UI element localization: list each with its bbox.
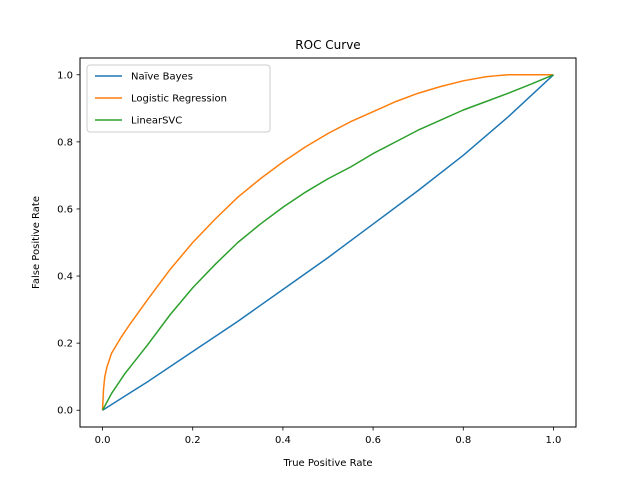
y-axis-label: False Positive Rate: [31, 196, 42, 289]
series-line-2: [101, 74, 554, 411]
x-tick-label: 0.2: [185, 435, 201, 446]
legend-label-0: Naïve Bayes: [131, 72, 193, 83]
plot-lines: [101, 74, 554, 411]
x-tick-label: 0.8: [455, 435, 471, 446]
x-axis-label: True Positive Rate: [282, 458, 372, 469]
series-line-0: [102, 74, 554, 411]
chart-title: ROC Curve: [295, 38, 360, 52]
x-tick-label: 0.0: [95, 435, 111, 446]
plot-frame: [79, 57, 577, 428]
y-tick-label: 0.6: [57, 204, 73, 215]
y-tick-label: 1.0: [57, 70, 73, 81]
y-tick-label: 0.8: [57, 137, 73, 148]
x-tick-label: 0.4: [275, 435, 291, 446]
series-line-1: [101, 74, 554, 411]
x-tick-label: 0.6: [365, 435, 381, 446]
legend-label-2: LinearSVC: [131, 116, 182, 127]
y-axis-ticks: 0.0 0.2 0.4 0.6 0.8 1.0: [57, 70, 80, 417]
x-axis-ticks: 0.0 0.2 0.4 0.6 0.8 1.0: [95, 427, 562, 446]
y-tick-label: 0.4: [57, 272, 73, 283]
legend-box: [86, 64, 271, 133]
y-tick-label: 0.2: [57, 339, 73, 350]
legend: Naïve Bayes Logistic Regression LinearSVC: [86, 64, 271, 133]
legend-label-1: Logistic Regression: [131, 94, 227, 105]
x-tick-label: 1.0: [546, 435, 562, 446]
y-tick-label: 0.0: [57, 406, 73, 417]
